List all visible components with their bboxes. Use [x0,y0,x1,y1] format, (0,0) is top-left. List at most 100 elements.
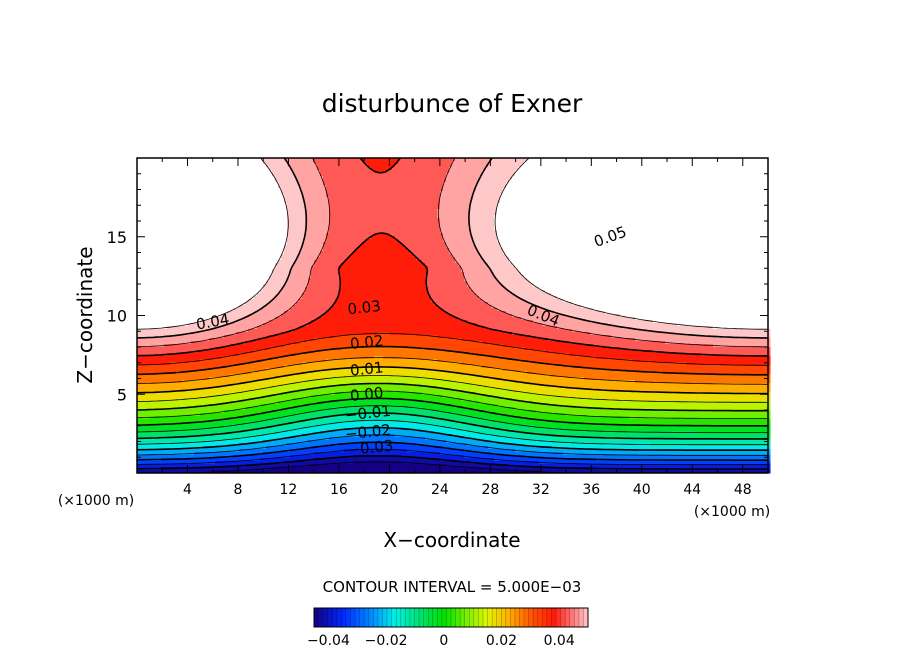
field-cell [665,170,669,174]
field-cell [761,188,765,192]
field-cell [380,221,384,225]
field-cell [308,215,312,219]
field-cell [644,185,648,189]
field-cell [440,212,444,216]
field-cell [494,164,498,168]
field-cell [554,161,558,165]
field-cell [761,215,765,219]
field-cell [758,182,762,186]
field-cell [293,203,297,207]
field-cell [497,176,501,180]
field-cell [710,221,714,225]
field-cell [311,227,315,231]
field-cell [506,188,510,192]
field-cell [230,167,234,171]
field-cell [263,227,267,231]
field-cell [341,209,345,213]
field-cell [605,173,609,177]
field-cell [542,194,546,198]
field-cell [482,188,486,192]
field-cell [260,209,264,213]
field-cell [725,179,729,183]
field-cell [674,185,678,189]
field-cell [725,206,729,210]
field-cell [296,221,300,225]
field-cell [446,182,450,186]
field-cell [323,167,327,171]
field-cell [671,161,675,165]
field-cell [752,203,756,207]
field-cell [155,167,159,171]
field-cell [299,173,303,177]
field-cell [461,197,465,201]
field-cell [488,176,492,180]
field-cell [722,197,726,201]
field-cell [146,182,150,186]
field-cell [509,209,513,213]
field-cell [500,206,504,210]
field-cell [188,206,192,210]
field-cell [251,188,255,192]
field-cell [170,209,174,213]
field-cell [356,221,360,225]
field-cell [647,203,651,207]
field-cell [221,206,225,210]
field-cell [470,176,474,180]
field-cell [683,203,687,207]
field-cell [668,191,672,195]
field-cell [353,191,357,195]
field-cell [491,161,495,165]
field-cell [605,221,609,225]
field-cell [254,200,258,204]
field-cell [488,209,492,213]
field-cell [422,176,426,180]
field-cell [638,221,642,225]
field-cell [632,209,636,213]
field-cell [194,203,198,207]
field-cell [287,188,291,192]
field-cell [266,206,270,210]
field-cell [722,224,726,228]
field-cell [527,188,531,192]
field-cell [308,161,312,165]
field-cell [644,194,648,198]
field-cell [173,185,177,189]
field-cell [284,185,288,189]
field-cell [434,200,438,204]
field-cell [485,179,489,183]
field-cell [281,182,285,186]
field-cell [428,182,432,186]
field-cell [290,218,294,222]
field-cell [569,218,573,222]
field-cell [266,185,270,189]
field-cell [761,197,765,201]
field-cell [284,182,288,186]
field-cell [713,221,717,225]
field-cell [605,212,609,216]
field-cell [728,206,732,210]
field-cell [176,161,180,165]
field-cell [548,224,552,228]
field-cell [269,182,273,186]
field-cell [335,200,339,204]
field-cell [470,170,474,174]
field-cell [605,185,609,189]
field-cell [149,203,153,207]
field-cell [764,194,768,198]
field-cell [488,218,492,222]
field-cell [698,200,702,204]
field-cell [254,203,258,207]
field-cell [167,200,171,204]
field-cell [695,188,699,192]
field-cell [149,227,153,231]
field-cell [398,185,402,189]
field-cell [371,188,375,192]
field-cell [311,167,315,171]
field-cell [551,182,555,186]
field-cell [545,173,549,177]
field-cell [614,176,618,180]
field-cell [632,200,636,204]
field-cell [344,173,348,177]
field-cell [725,212,729,216]
field-cell [551,161,555,165]
